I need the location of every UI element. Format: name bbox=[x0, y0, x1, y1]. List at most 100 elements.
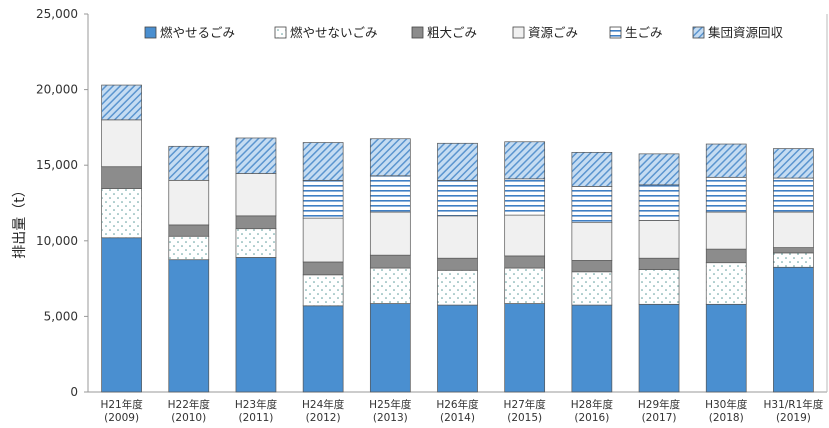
bar-segment-4 bbox=[302, 217, 344, 263]
bar-segment-2 bbox=[504, 267, 546, 304]
x-tick-label-year: H28年度 bbox=[571, 398, 614, 411]
bar-segment-6 bbox=[705, 143, 747, 178]
bar-stack bbox=[571, 151, 613, 393]
bar-segment-1 bbox=[638, 303, 680, 393]
x-tick-label-year: H24年度 bbox=[302, 398, 345, 411]
bar-stack bbox=[638, 153, 680, 393]
bar-segment-5 bbox=[302, 179, 344, 219]
x-tick-label-western-year: (2011) bbox=[238, 412, 273, 424]
bar-segment-1 bbox=[504, 303, 546, 393]
bar-segment-2 bbox=[705, 262, 747, 305]
x-tick-label-year: H30年度 bbox=[705, 398, 748, 411]
bar-segment-4 bbox=[101, 119, 142, 168]
bar-segment-4 bbox=[638, 220, 680, 259]
bar-segment-6 bbox=[235, 137, 277, 174]
bar-segment-4 bbox=[773, 211, 814, 248]
x-tick-label-year: H22年度 bbox=[168, 398, 211, 411]
x-tick-label-year: H27年度 bbox=[504, 398, 547, 411]
legend-swatch bbox=[144, 26, 157, 39]
bar-segment-2 bbox=[369, 267, 411, 304]
bar-segment-4 bbox=[369, 211, 411, 256]
legend-item: 燃やせないごみ bbox=[274, 25, 378, 40]
y-tick-label: 15,000 bbox=[36, 158, 78, 172]
x-tick-label-western-year: (2018) bbox=[709, 412, 744, 424]
bar-segment-1 bbox=[705, 303, 747, 393]
y-tick-label: 25,000 bbox=[36, 7, 78, 21]
bar-segment-4 bbox=[705, 211, 747, 250]
x-tick-label-western-year: (2017) bbox=[642, 412, 677, 424]
bar-segment-6 bbox=[571, 151, 613, 187]
bar-segment-1 bbox=[369, 303, 411, 393]
legend-item: 生ごみ bbox=[609, 25, 663, 40]
bar-segment-5 bbox=[504, 178, 546, 216]
bar-segment-3 bbox=[638, 257, 680, 270]
x-tick-label-western-year: (2013) bbox=[373, 412, 408, 424]
y-tick-label: 0 bbox=[70, 385, 78, 399]
bar-stack bbox=[369, 138, 411, 393]
bar-stack bbox=[504, 141, 546, 393]
bar-stack bbox=[302, 142, 344, 393]
bar-segment-2 bbox=[235, 228, 277, 258]
bar-segment-4 bbox=[571, 222, 613, 261]
x-tick-label-western-year: (2019) bbox=[776, 412, 811, 424]
bar-segment-3 bbox=[773, 247, 814, 254]
bar-segment-1 bbox=[302, 305, 344, 393]
y-tick-label: 5,000 bbox=[44, 309, 78, 323]
legend-item: 資源ごみ bbox=[512, 25, 578, 40]
x-tick-label-year: H23年度 bbox=[235, 398, 278, 411]
bar-stack bbox=[101, 84, 142, 393]
bar-segment-1 bbox=[235, 257, 277, 393]
legend-item: 粗大ごみ bbox=[411, 25, 477, 40]
bar-segment-1 bbox=[571, 304, 613, 393]
bar-segment-3 bbox=[302, 261, 344, 276]
x-tick-label-western-year: (2016) bbox=[574, 412, 609, 424]
bar-segment-3 bbox=[369, 254, 411, 269]
x-tick-label-year: H29年度 bbox=[638, 398, 681, 411]
bar-segment-2 bbox=[168, 235, 210, 261]
legend-label: 燃やせないごみ bbox=[290, 25, 378, 40]
bar-segment-1 bbox=[773, 266, 814, 393]
legend-label: 粗大ごみ bbox=[427, 25, 477, 40]
bar-segment-5 bbox=[571, 186, 613, 224]
legend-swatch bbox=[411, 26, 424, 39]
legend-item: 燃やせるごみ bbox=[144, 25, 235, 40]
bar-segment-3 bbox=[705, 248, 747, 264]
bar-segment-2 bbox=[571, 271, 613, 306]
y-tick-label: 20,000 bbox=[36, 83, 78, 97]
bar-segment-6 bbox=[773, 148, 814, 179]
bar-segment-6 bbox=[302, 142, 344, 181]
bar-segment-5 bbox=[705, 176, 747, 213]
bar-stack bbox=[168, 145, 210, 393]
bar-segment-6 bbox=[168, 145, 210, 181]
x-tick-label-western-year: (2014) bbox=[440, 412, 475, 424]
legend-label: 集団資源回収 bbox=[708, 25, 784, 40]
bar-stack bbox=[773, 148, 814, 393]
bar-segment-5 bbox=[773, 177, 814, 213]
legend-swatch bbox=[274, 26, 287, 39]
bar-segment-6 bbox=[638, 153, 680, 186]
y-axis-label: 排出量（t） bbox=[12, 183, 28, 259]
legend-swatch bbox=[609, 26, 622, 39]
bar-segment-2 bbox=[302, 274, 344, 307]
bar-segment-1 bbox=[101, 237, 142, 393]
legend-item: 集団資源回収 bbox=[692, 25, 784, 40]
bar-segment-5 bbox=[437, 179, 478, 217]
x-tick-label-western-year: (2009) bbox=[104, 412, 139, 424]
bar-segment-1 bbox=[168, 259, 210, 393]
legend-label: 燃やせるごみ bbox=[160, 25, 235, 40]
x-tick-label-western-year: (2010) bbox=[171, 412, 206, 424]
bar-stack bbox=[235, 137, 277, 393]
legend-swatch bbox=[512, 26, 525, 39]
bar-segment-5 bbox=[638, 184, 680, 221]
legend-label: 生ごみ bbox=[625, 25, 663, 40]
bar-segment-5 bbox=[369, 175, 411, 213]
bar-segment-3 bbox=[504, 255, 546, 269]
bar-segment-3 bbox=[168, 224, 210, 237]
bar-stack bbox=[705, 143, 747, 393]
bar-segment-2 bbox=[638, 269, 680, 305]
bar-segment-2 bbox=[101, 188, 142, 239]
bar-segment-3 bbox=[571, 260, 613, 273]
bar-segment-6 bbox=[101, 84, 142, 121]
